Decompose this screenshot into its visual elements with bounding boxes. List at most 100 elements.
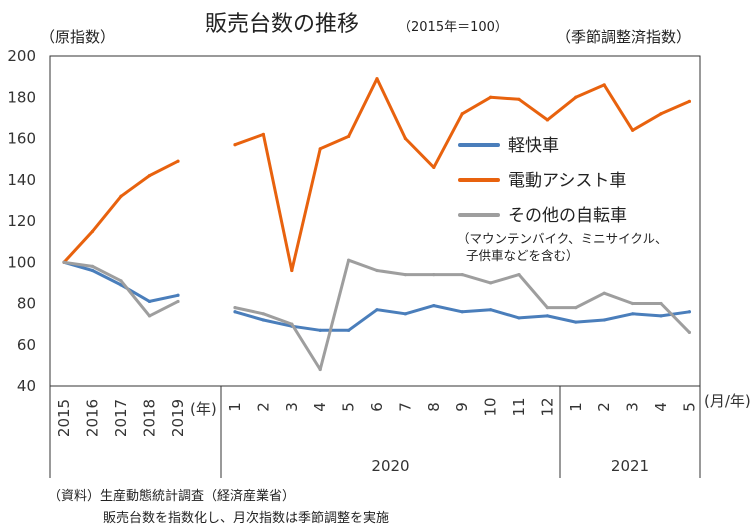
monthly-point xyxy=(233,306,237,310)
x-year-group-label: 2020 xyxy=(371,457,409,475)
chart-subtitle: （2015年＝100） xyxy=(398,20,508,35)
annual-point xyxy=(90,264,95,268)
monthly-point xyxy=(460,310,464,314)
monthly-point xyxy=(432,165,436,169)
y-tick-label: 200 xyxy=(7,47,36,65)
monthly-point xyxy=(545,314,550,318)
monthly-point xyxy=(574,95,578,99)
monthly-point xyxy=(602,318,606,322)
monthly-point xyxy=(318,367,322,372)
monthly-point xyxy=(517,273,521,277)
annual-point xyxy=(62,260,66,264)
x-tick-label-month: 7 xyxy=(396,402,414,412)
monthly-point xyxy=(659,314,663,318)
monthly-point xyxy=(233,143,237,147)
annual-point xyxy=(176,159,180,163)
annual-point xyxy=(147,314,152,318)
monthly-point xyxy=(347,134,351,139)
x-tick-label-month: 8 xyxy=(425,402,443,412)
monthly-point xyxy=(687,310,692,314)
plot-area xyxy=(49,55,701,387)
x-tick-label-month: 10 xyxy=(482,397,500,416)
monthly-point xyxy=(318,147,322,151)
monthly-point xyxy=(261,132,265,136)
monthly-point xyxy=(403,273,407,277)
x-tick-label-month: 2 xyxy=(595,402,613,412)
x-tick-label-month: 4 xyxy=(652,402,670,412)
x-tick-label-year: 2016 xyxy=(84,399,102,437)
x-tick-label-month: 9 xyxy=(453,402,471,412)
monthly-point xyxy=(489,281,493,285)
annual-line-電動アシスト車 xyxy=(62,159,180,264)
x-unit-label-year: (年) xyxy=(190,400,217,418)
plot-border xyxy=(49,55,701,387)
monthly-point xyxy=(631,312,635,316)
y-tick-label: 160 xyxy=(7,130,36,148)
x-axis: 2015 2016 2017 2018 2019 (年) 1 2 3 4 5 6 7 8 9 10 11 12 1 2… xyxy=(49,386,751,478)
legend-label: 電動アシスト車 xyxy=(508,171,626,191)
monthly-point xyxy=(489,308,493,312)
x-tick-label-month: 12 xyxy=(538,397,556,416)
x-tick-label-year: 2018 xyxy=(141,399,159,437)
y-axis: 40 60 80 100 120 140 160 180 200 xyxy=(7,47,36,395)
source-line: （資料）生産動態統計調査（経済産業省） xyxy=(48,488,295,504)
x-tick-label-month: 3 xyxy=(283,402,301,412)
monthly-point xyxy=(460,273,464,277)
monthly-point xyxy=(602,291,606,295)
x-tick-label-month: 5 xyxy=(680,402,698,412)
monthly-point xyxy=(517,97,521,101)
monthly-point xyxy=(261,312,265,316)
monthly-point xyxy=(403,312,407,316)
x-year-group-label: 2021 xyxy=(611,457,649,475)
x-tick-label-year: 2017 xyxy=(112,399,130,437)
monthly-point xyxy=(574,320,578,324)
y-tick-label: 60 xyxy=(17,336,36,354)
x-tick-label-month: 1 xyxy=(226,402,244,412)
monthly-point xyxy=(375,268,379,273)
annual-line-その他の自転車 xyxy=(62,260,180,318)
monthly-point xyxy=(347,328,351,332)
monthly-point xyxy=(432,273,436,277)
series-layer xyxy=(62,77,692,372)
x-tick-label-month: 4 xyxy=(311,402,329,412)
monthly-point xyxy=(545,306,550,310)
monthly-point xyxy=(631,301,635,306)
monthly-point xyxy=(659,301,663,306)
monthly-point xyxy=(574,306,578,310)
y-tick-label: 140 xyxy=(7,171,36,189)
monthly-point xyxy=(489,95,493,99)
x-unit-label-month: (月/年) xyxy=(704,392,751,410)
y-tick-label: 40 xyxy=(17,377,36,395)
monthly-point xyxy=(261,318,265,322)
chart-title: 販売台数の推移 xyxy=(205,12,359,37)
annual-point xyxy=(176,293,180,297)
x-tick-label-year: 2019 xyxy=(169,399,187,437)
annual-point xyxy=(119,279,123,283)
y-axis-label-left: （原指数） xyxy=(40,28,115,46)
y-axis-label-right: （季節調整済指数） xyxy=(556,28,691,46)
annual-point xyxy=(119,194,123,198)
monthly-point xyxy=(403,136,407,141)
monthly-point xyxy=(432,303,436,308)
annual-point xyxy=(176,299,180,304)
x-tick-label-month: 5 xyxy=(340,402,358,412)
monthly-point xyxy=(233,310,237,314)
monthly-point xyxy=(290,322,294,326)
x-tick-label-month: 11 xyxy=(510,397,528,416)
x-tick-label-month: 6 xyxy=(368,402,386,412)
monthly-point xyxy=(460,112,464,116)
monthly-line-軽快車 xyxy=(233,304,691,332)
y-tick-label: 100 xyxy=(7,253,36,271)
legend-label: その他の自転車 xyxy=(508,206,627,226)
legend-label: 軽快車 xyxy=(508,136,559,156)
annual-point xyxy=(90,229,95,233)
monthly-point xyxy=(290,268,294,273)
source-line: 販売台数を指数化し、月次指数は季節調整を実施 xyxy=(103,510,389,526)
monthly-point xyxy=(318,328,322,332)
legend-note: （マウンテンバイク、ミニサイクル、 xyxy=(457,231,668,246)
monthly-point xyxy=(517,316,521,320)
legend-note: 子供車などを含む） xyxy=(466,248,579,263)
monthly-point xyxy=(659,112,663,116)
